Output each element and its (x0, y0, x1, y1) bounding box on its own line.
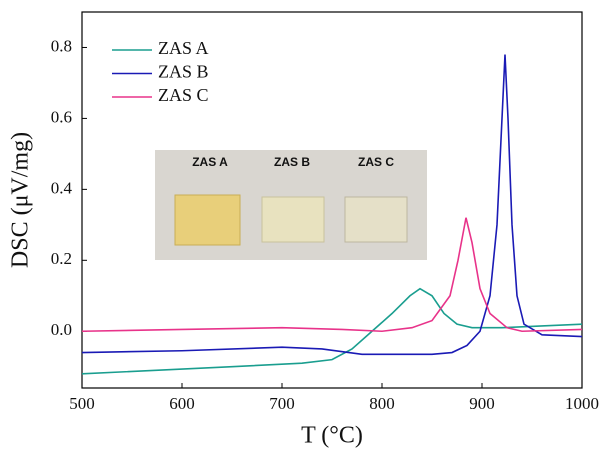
sample-b (262, 197, 324, 242)
y-tick-label: 0.0 (51, 320, 72, 339)
legend-label: ZAS A (158, 38, 209, 58)
inset-label: ZAS B (274, 155, 310, 169)
inset-label: ZAS C (358, 155, 394, 169)
sample-a (175, 195, 240, 245)
data-line (82, 289, 582, 374)
legend-label: ZAS C (158, 85, 209, 105)
x-tick-label: 800 (369, 394, 395, 413)
chart: T (°C) DSC (μV/mg) 500 600 700 800 900 1000 0.… (0, 0, 601, 454)
inset-label: ZAS A (192, 155, 228, 169)
x-tick-label: 600 (169, 394, 195, 413)
x-tick-label: 700 (269, 394, 295, 413)
y-tick-label: 0.4 (51, 178, 73, 197)
legend-label: ZAS B (158, 62, 209, 82)
y-tick-label: 0.6 (51, 107, 72, 126)
y-axis-label: DSC (μV/mg) (8, 132, 34, 268)
x-tick-label: 500 (69, 394, 95, 413)
x-axis-label: T (°C) (301, 423, 363, 449)
x-tick-label: 1000 (565, 394, 599, 413)
sample-c (345, 197, 407, 242)
y-tick-label: 0.2 (51, 249, 72, 268)
y-tick-label: 0.8 (51, 36, 72, 55)
x-tick-label: 900 (469, 394, 495, 413)
